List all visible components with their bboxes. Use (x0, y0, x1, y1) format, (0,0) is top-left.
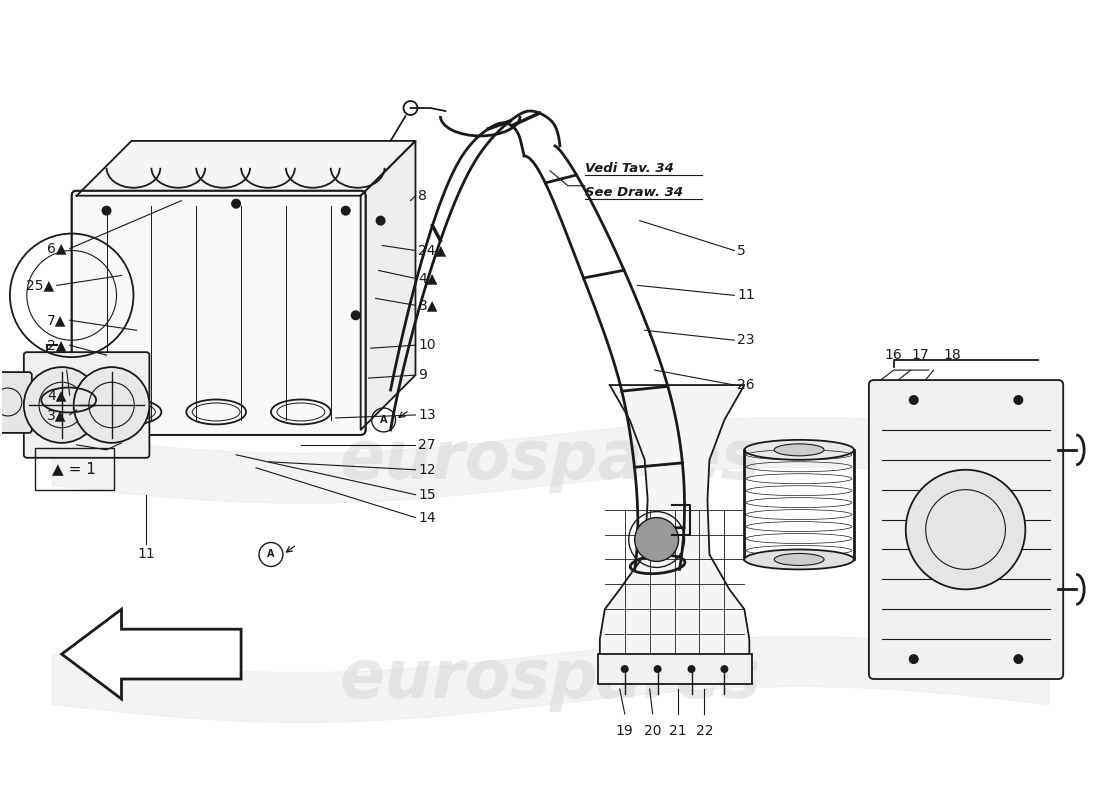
Circle shape (375, 216, 386, 226)
Circle shape (909, 654, 918, 664)
Circle shape (1013, 395, 1023, 405)
Circle shape (620, 665, 629, 673)
Text: 12: 12 (418, 462, 436, 477)
Ellipse shape (774, 554, 824, 566)
Polygon shape (77, 141, 416, 196)
Circle shape (24, 367, 100, 443)
Text: A: A (379, 415, 387, 425)
Circle shape (720, 665, 728, 673)
FancyBboxPatch shape (24, 352, 150, 458)
Text: 9: 9 (418, 368, 427, 382)
Circle shape (688, 665, 695, 673)
Circle shape (74, 367, 150, 443)
Text: 11: 11 (737, 288, 755, 302)
FancyBboxPatch shape (597, 654, 752, 684)
Circle shape (905, 470, 1025, 590)
Text: 22: 22 (695, 724, 713, 738)
Circle shape (231, 198, 241, 209)
Circle shape (653, 665, 661, 673)
Text: 24▲: 24▲ (418, 243, 447, 258)
Text: 17: 17 (912, 348, 930, 362)
Text: eurospares: eurospares (339, 426, 761, 493)
Text: 2▲: 2▲ (47, 338, 67, 352)
Text: A: A (267, 550, 275, 559)
Text: 5: 5 (737, 243, 746, 258)
Text: 25▲: 25▲ (25, 278, 54, 292)
Circle shape (341, 206, 351, 216)
Text: Vedi Tav. 34: Vedi Tav. 34 (585, 162, 674, 175)
Text: See Draw. 34: See Draw. 34 (585, 186, 683, 199)
Text: 8: 8 (418, 189, 427, 202)
Text: eurospares: eurospares (339, 646, 761, 712)
Text: 11: 11 (138, 547, 155, 562)
Circle shape (909, 395, 918, 405)
Text: 3▲: 3▲ (418, 298, 438, 312)
Text: 20: 20 (644, 724, 661, 738)
Text: 4▲: 4▲ (47, 388, 67, 402)
Text: 21: 21 (669, 724, 686, 738)
Circle shape (1013, 654, 1023, 664)
Text: 1: 1 (32, 373, 41, 387)
Text: 6▲: 6▲ (47, 242, 67, 255)
Circle shape (635, 518, 679, 562)
Text: 13: 13 (418, 408, 436, 422)
Text: 16: 16 (884, 348, 903, 362)
Text: 14: 14 (418, 510, 436, 525)
Text: 4▲: 4▲ (418, 271, 438, 286)
Text: ▲ = 1: ▲ = 1 (52, 462, 96, 476)
Text: 10: 10 (418, 338, 436, 352)
Text: 15: 15 (418, 488, 436, 502)
Text: 3▲: 3▲ (47, 408, 67, 422)
Circle shape (351, 310, 361, 320)
Text: 27: 27 (418, 438, 436, 452)
Ellipse shape (745, 440, 854, 460)
Text: 7▲: 7▲ (47, 314, 67, 327)
FancyBboxPatch shape (72, 190, 365, 435)
Polygon shape (62, 610, 241, 699)
Text: 18: 18 (944, 348, 961, 362)
Text: 19: 19 (616, 724, 634, 738)
Ellipse shape (745, 550, 854, 570)
Circle shape (101, 206, 111, 216)
Text: 23: 23 (737, 334, 755, 347)
FancyBboxPatch shape (869, 380, 1064, 679)
Text: 26: 26 (737, 378, 755, 392)
Polygon shape (600, 385, 749, 669)
Ellipse shape (774, 444, 824, 456)
Polygon shape (361, 141, 416, 430)
FancyBboxPatch shape (0, 372, 32, 433)
